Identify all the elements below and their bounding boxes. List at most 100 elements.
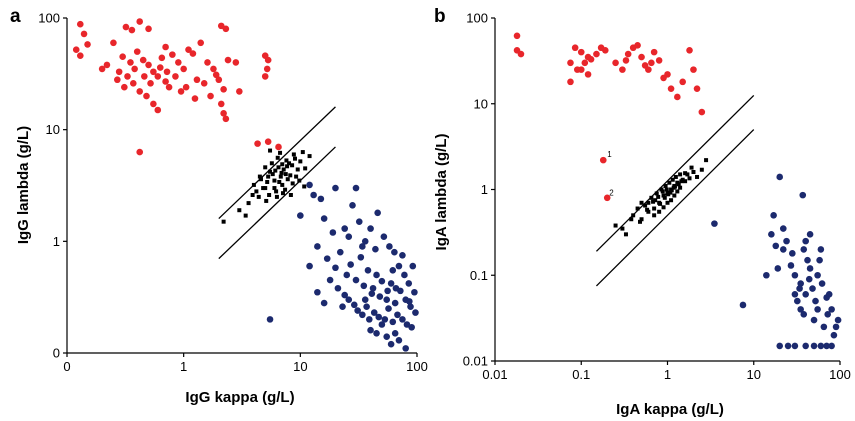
data-point-black bbox=[273, 168, 278, 173]
y-tick-label: 1 bbox=[53, 234, 60, 249]
data-point-black bbox=[261, 186, 266, 191]
data-point-blue bbox=[412, 309, 419, 316]
data-point-red bbox=[158, 54, 166, 62]
data-point-blue bbox=[805, 275, 813, 283]
data-point-black bbox=[654, 191, 659, 196]
data-point-blue bbox=[818, 280, 826, 287]
data-point-red bbox=[185, 46, 192, 54]
y-tick-label: 1 bbox=[481, 182, 488, 197]
data-point-red bbox=[261, 73, 269, 80]
data-point-blue bbox=[810, 342, 818, 350]
reference-line bbox=[595, 129, 755, 287]
data-point-black bbox=[290, 163, 295, 168]
data-point-blue bbox=[355, 218, 363, 225]
data-point-blue bbox=[349, 202, 356, 209]
data-point-red bbox=[264, 56, 272, 64]
point-annotation: 1 bbox=[607, 150, 612, 159]
data-point-blue bbox=[809, 285, 816, 292]
data-point-black bbox=[292, 156, 297, 161]
data-point-black bbox=[679, 179, 684, 184]
data-point-blue bbox=[326, 276, 334, 284]
data-point-blue bbox=[392, 284, 400, 292]
data-point-black bbox=[699, 167, 704, 172]
data-point-red bbox=[76, 20, 84, 28]
data-point-red bbox=[110, 39, 117, 47]
y-tick-label: 0 bbox=[53, 346, 60, 361]
data-point-black bbox=[268, 169, 273, 174]
data-point-red bbox=[571, 44, 579, 52]
data-point-black bbox=[302, 184, 307, 189]
data-point-red bbox=[210, 65, 217, 73]
data-point-red bbox=[601, 47, 609, 54]
data-point-black bbox=[295, 167, 300, 172]
data-point-black bbox=[653, 198, 658, 203]
data-point-blue bbox=[381, 316, 389, 323]
data-point-black bbox=[280, 162, 285, 167]
data-point-black bbox=[669, 188, 674, 193]
data-point-black bbox=[276, 165, 281, 170]
x-tick-label: 1 bbox=[664, 367, 671, 382]
data-point-blue bbox=[814, 271, 821, 279]
y-axis-title: IgG lambda (g/L) bbox=[15, 126, 32, 244]
plot-area-b: 0.01 0.1 1 10 100 0.01 0.1 1 10 100 1 2 bbox=[463, 11, 851, 383]
data-point-blue bbox=[408, 323, 415, 331]
data-point-black bbox=[670, 177, 675, 182]
x-tick-label: 100 bbox=[829, 367, 851, 382]
data-point-black bbox=[651, 199, 656, 204]
data-point-black bbox=[263, 186, 268, 191]
data-point-blue bbox=[832, 323, 840, 331]
data-point-red bbox=[197, 39, 205, 47]
point-annotation: 2 bbox=[609, 189, 614, 198]
data-point-blue bbox=[332, 184, 339, 192]
data-point-black bbox=[631, 213, 636, 218]
data-point-black bbox=[652, 213, 657, 218]
data-point-black bbox=[277, 179, 282, 184]
data-point-red bbox=[169, 51, 176, 58]
data-point-black bbox=[294, 174, 299, 179]
data-point-blue bbox=[314, 243, 321, 250]
data-point-black bbox=[285, 177, 290, 182]
data-point-red bbox=[136, 18, 144, 25]
data-point-red bbox=[648, 59, 655, 67]
data-point-red bbox=[139, 56, 147, 64]
data-point-black bbox=[284, 158, 289, 163]
data-point-black bbox=[691, 169, 696, 174]
data-point-blue bbox=[391, 248, 398, 256]
data-point-red bbox=[664, 71, 671, 78]
data-point-blue bbox=[824, 311, 831, 318]
data-point-blue bbox=[329, 229, 337, 236]
data-point-red bbox=[567, 78, 574, 86]
data-point-black bbox=[645, 207, 650, 212]
y-tick-label: 100 bbox=[38, 11, 60, 26]
data-point-black bbox=[662, 195, 667, 200]
data-point-blue bbox=[336, 248, 344, 256]
data-point-red bbox=[624, 50, 632, 58]
data-point-black bbox=[646, 200, 651, 205]
data-point-blue bbox=[378, 277, 386, 285]
data-point-blue bbox=[323, 255, 331, 262]
x-tick-label: 10 bbox=[747, 367, 761, 382]
data-point-blue bbox=[791, 342, 799, 350]
data-point-blue bbox=[796, 285, 803, 292]
data-point-black bbox=[661, 193, 666, 198]
data-point-blue bbox=[387, 340, 395, 348]
data-point-blue bbox=[395, 336, 403, 344]
data-point-blue bbox=[779, 225, 787, 232]
data-point-red bbox=[175, 59, 182, 66]
data-point-red bbox=[115, 68, 123, 76]
reference-line bbox=[595, 94, 755, 252]
data-point-blue bbox=[376, 293, 384, 300]
data-point-blue bbox=[310, 191, 317, 199]
data-point-blue bbox=[787, 262, 795, 269]
data-point-black bbox=[290, 181, 295, 186]
data-point-red bbox=[154, 73, 162, 80]
data-point-red bbox=[150, 100, 157, 108]
data-point-black bbox=[678, 172, 683, 177]
data-point-red bbox=[275, 143, 282, 151]
data-point-red bbox=[612, 59, 619, 67]
data-point-black bbox=[283, 187, 288, 192]
data-point-black bbox=[274, 189, 279, 194]
data-point-black bbox=[689, 165, 694, 170]
data-point-blue bbox=[391, 330, 399, 337]
data-point-black bbox=[667, 180, 672, 185]
